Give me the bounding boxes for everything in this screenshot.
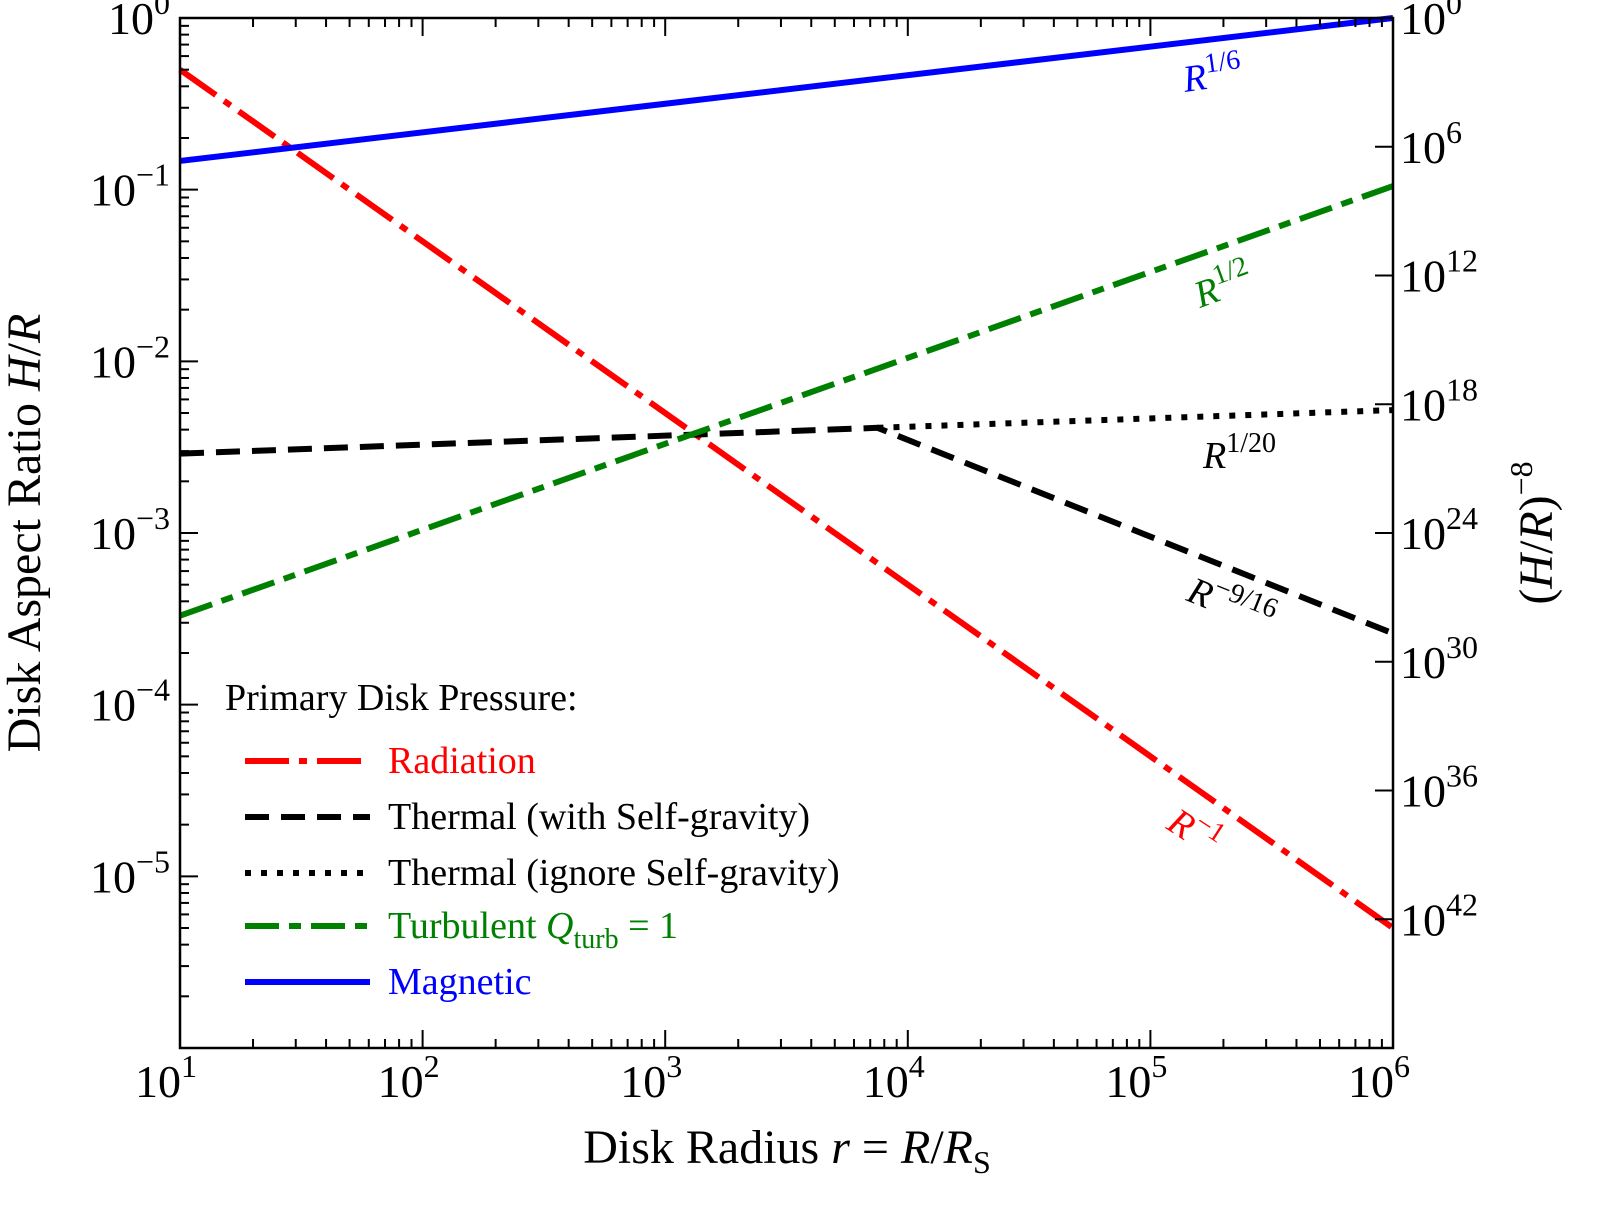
y2-tick-label: 1030 bbox=[1400, 629, 1478, 688]
annotation-radiation: R−1 bbox=[1159, 794, 1231, 865]
series-line-magnetic bbox=[179, 15, 1394, 164]
y2-tick-label: 100 bbox=[1400, 0, 1462, 44]
x-tick-label: 105 bbox=[1105, 1048, 1167, 1107]
legend-label: Thermal (with Self-gravity) bbox=[388, 796, 810, 838]
legend-entry-thermal-sg: Thermal (with Self-gravity) bbox=[245, 796, 810, 838]
axis-ticks bbox=[179, 17, 1394, 1049]
y2-tick-label: 1024 bbox=[1400, 500, 1478, 559]
legend-entry-turbulent: Turbulent Qturb = 1 bbox=[245, 905, 678, 955]
x-tick-label: 104 bbox=[863, 1048, 925, 1107]
y-axis-label: Disk Aspect Ratio H/R bbox=[0, 314, 51, 753]
series-line-thermal_nosg bbox=[877, 407, 1394, 431]
series-line-radiation bbox=[178, 67, 1395, 931]
x-tick-label: 102 bbox=[378, 1048, 440, 1107]
y-tick-label: 10−1 bbox=[90, 157, 170, 216]
annotation-turbulent: R1/2 bbox=[1185, 250, 1258, 317]
y2-tick-label: 1036 bbox=[1400, 758, 1478, 817]
legend-label: Thermal (ignore Self-gravity) bbox=[388, 852, 840, 894]
y-tick-label: 100 bbox=[108, 0, 170, 44]
plot-frame bbox=[178, 16, 1395, 1050]
legend-title: Primary Disk Pressure: bbox=[225, 677, 578, 719]
legend: Primary Disk Pressure: Radiation Thermal… bbox=[225, 677, 840, 1003]
legend-label: Turbulent Qturb = 1 bbox=[388, 905, 678, 955]
annotations: R−1 R−9/16 R1/20 R1/2 R1/6 bbox=[1159, 44, 1283, 865]
y2-tick-label: 1018 bbox=[1400, 371, 1478, 430]
legend-entry-thermal-nosg: Thermal (ignore Self-gravity) bbox=[245, 852, 840, 894]
series-lines bbox=[178, 15, 1395, 931]
y2-tick-label: 106 bbox=[1400, 114, 1462, 173]
annotation-thermal_nosg: R1/20 bbox=[1202, 428, 1276, 477]
x-tick-label: 106 bbox=[1348, 1048, 1410, 1107]
x-tick-label: 101 bbox=[135, 1048, 197, 1107]
y-tick-label: 10−4 bbox=[90, 672, 170, 731]
tick-labels: 101 102 103 104 105 106 100 10−1 10−2 10−3 10−4 10−… bbox=[90, 0, 1478, 1107]
series-line-turbulent bbox=[178, 183, 1395, 619]
x-axis-label: Disk Radius r = R/RS bbox=[583, 1121, 991, 1180]
y2-tick-label: 1042 bbox=[1400, 886, 1478, 945]
y-tick-label: 10−2 bbox=[90, 328, 170, 387]
legend-entry-radiation: Radiation bbox=[245, 740, 536, 782]
annotation-magnetic: R1/6 bbox=[1178, 44, 1244, 101]
y-tick-label: 10−5 bbox=[90, 843, 170, 902]
legend-label: Radiation bbox=[388, 740, 536, 782]
annotation-thermal_sg: R−9/16 bbox=[1181, 563, 1283, 642]
legend-label: Magnetic bbox=[388, 961, 532, 1003]
x-tick-label: 103 bbox=[620, 1048, 682, 1107]
y-tick-label: 10−3 bbox=[90, 500, 170, 559]
y2-axis-label: (H/R)−8 bbox=[1503, 461, 1563, 604]
y2-tick-label: 1012 bbox=[1400, 243, 1478, 302]
legend-entry-magnetic: Magnetic bbox=[245, 961, 532, 1003]
